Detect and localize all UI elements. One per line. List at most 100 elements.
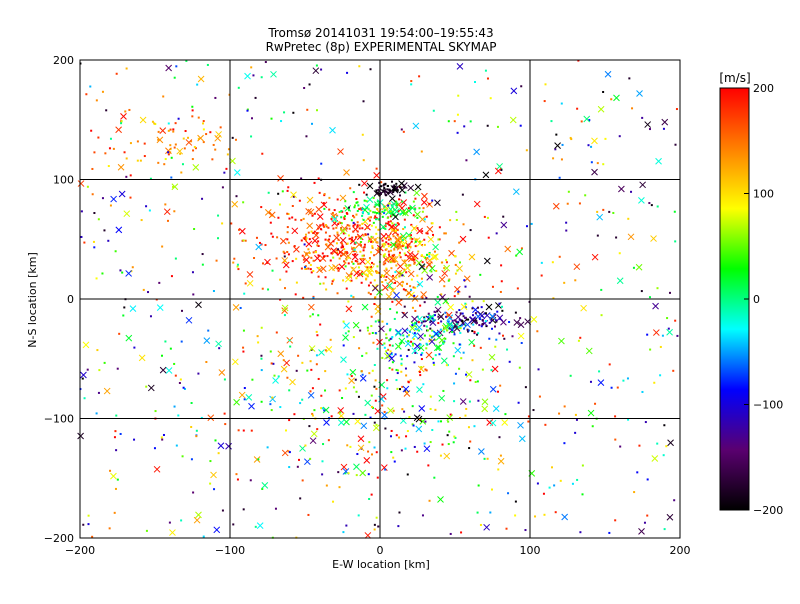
scatter-point bbox=[473, 425, 476, 428]
scatter-point bbox=[386, 387, 389, 390]
scatter-point bbox=[331, 215, 338, 223]
scatter-point bbox=[409, 234, 412, 237]
scatter-point bbox=[330, 415, 333, 418]
scatter-point bbox=[421, 352, 424, 355]
scatter-point bbox=[339, 411, 342, 414]
scatter-point bbox=[97, 391, 100, 394]
scatter-point bbox=[316, 266, 323, 274]
scatter-point bbox=[323, 194, 326, 197]
chart-subtitle: RwPretec (8p) EXPERIMENTAL SKYMAP bbox=[266, 40, 497, 54]
scatter-point bbox=[277, 192, 280, 195]
scatter-point bbox=[656, 205, 659, 208]
scatter-point bbox=[317, 177, 320, 180]
scatter-point bbox=[154, 410, 157, 413]
scatter-point bbox=[673, 210, 676, 213]
scatter-point bbox=[305, 253, 308, 256]
scatter-point bbox=[420, 199, 428, 206]
scatter-point bbox=[209, 131, 212, 134]
scatter-point bbox=[514, 311, 517, 314]
scatter-point bbox=[399, 388, 402, 391]
scatter-point bbox=[139, 116, 147, 124]
scatter-point bbox=[445, 315, 448, 318]
scatter-point bbox=[316, 213, 324, 221]
scatter-point bbox=[378, 325, 385, 333]
scatter-point bbox=[356, 230, 359, 233]
scatter-point bbox=[472, 323, 475, 326]
scatter-point bbox=[103, 387, 111, 395]
y-tick-label: 200 bbox=[53, 54, 74, 67]
scatter-point bbox=[422, 383, 425, 386]
scatter-point bbox=[255, 236, 258, 239]
scatter-point bbox=[544, 423, 547, 426]
scatter-point bbox=[387, 277, 395, 285]
scatter-point bbox=[499, 454, 502, 457]
scatter-point bbox=[340, 228, 343, 231]
scatter-point bbox=[344, 200, 347, 203]
scatter-point bbox=[482, 300, 485, 303]
scatter-point bbox=[350, 279, 353, 282]
scatter-point bbox=[389, 210, 392, 213]
scatter-point bbox=[244, 72, 251, 80]
scatter-point bbox=[638, 196, 645, 204]
scatter-point bbox=[384, 262, 387, 265]
scatter-point bbox=[416, 280, 424, 288]
scatter-point bbox=[415, 425, 423, 433]
scatter-point bbox=[329, 338, 332, 341]
scatter-point bbox=[323, 419, 330, 426]
scatter-point bbox=[402, 288, 405, 291]
scatter-point bbox=[442, 389, 445, 392]
scatter-point bbox=[315, 232, 318, 235]
scatter-point bbox=[402, 312, 405, 315]
scatter-point bbox=[425, 351, 433, 359]
scatter-point bbox=[630, 190, 633, 193]
scatter-point bbox=[301, 398, 304, 401]
scatter-point bbox=[384, 352, 391, 360]
scatter-point bbox=[413, 258, 416, 261]
scatter-point bbox=[108, 527, 111, 530]
scatter-point bbox=[423, 218, 426, 221]
scatter-point bbox=[382, 275, 385, 278]
scatter-point bbox=[472, 319, 475, 322]
scatter-point bbox=[311, 214, 314, 217]
scatter-point bbox=[530, 222, 533, 225]
scatter-point bbox=[412, 286, 415, 289]
scatter-point bbox=[223, 171, 226, 174]
scatter-point bbox=[182, 137, 185, 140]
scatter-point bbox=[411, 405, 414, 408]
scatter-point bbox=[618, 252, 621, 255]
scatter-point bbox=[403, 259, 406, 262]
scatter-point bbox=[336, 251, 339, 254]
scatter-point bbox=[375, 516, 378, 519]
scatter-point bbox=[170, 275, 173, 278]
scatter-point bbox=[288, 451, 291, 454]
scatter-point bbox=[580, 120, 583, 123]
scatter-point bbox=[419, 304, 422, 307]
scatter-point bbox=[443, 232, 446, 235]
scatter-point bbox=[118, 332, 121, 335]
scatter-point bbox=[236, 265, 239, 268]
scatter-point bbox=[473, 332, 476, 335]
scatter-point bbox=[312, 295, 315, 298]
scatter-point bbox=[525, 149, 528, 152]
scatter-point bbox=[665, 445, 668, 448]
scatter-point bbox=[390, 204, 393, 207]
scatter-point bbox=[439, 454, 442, 457]
scatter-point bbox=[416, 315, 419, 318]
scatter-point bbox=[367, 284, 370, 287]
scatter-point bbox=[342, 334, 349, 341]
x-tick-label: 100 bbox=[520, 544, 541, 557]
scatter-point bbox=[667, 327, 670, 330]
scatter-point bbox=[334, 219, 337, 222]
scatter-point bbox=[352, 412, 355, 415]
scatter-point bbox=[381, 404, 384, 407]
scatter-point bbox=[391, 287, 394, 290]
scatter-point bbox=[423, 334, 426, 337]
scatter-point bbox=[377, 218, 380, 221]
scatter-point bbox=[91, 167, 94, 170]
scatter-point bbox=[193, 516, 201, 524]
scatter-point bbox=[342, 531, 345, 534]
scatter-point bbox=[398, 270, 406, 278]
scatter-point bbox=[236, 478, 239, 481]
scatter-point bbox=[340, 254, 343, 257]
scatter-point bbox=[496, 125, 499, 128]
